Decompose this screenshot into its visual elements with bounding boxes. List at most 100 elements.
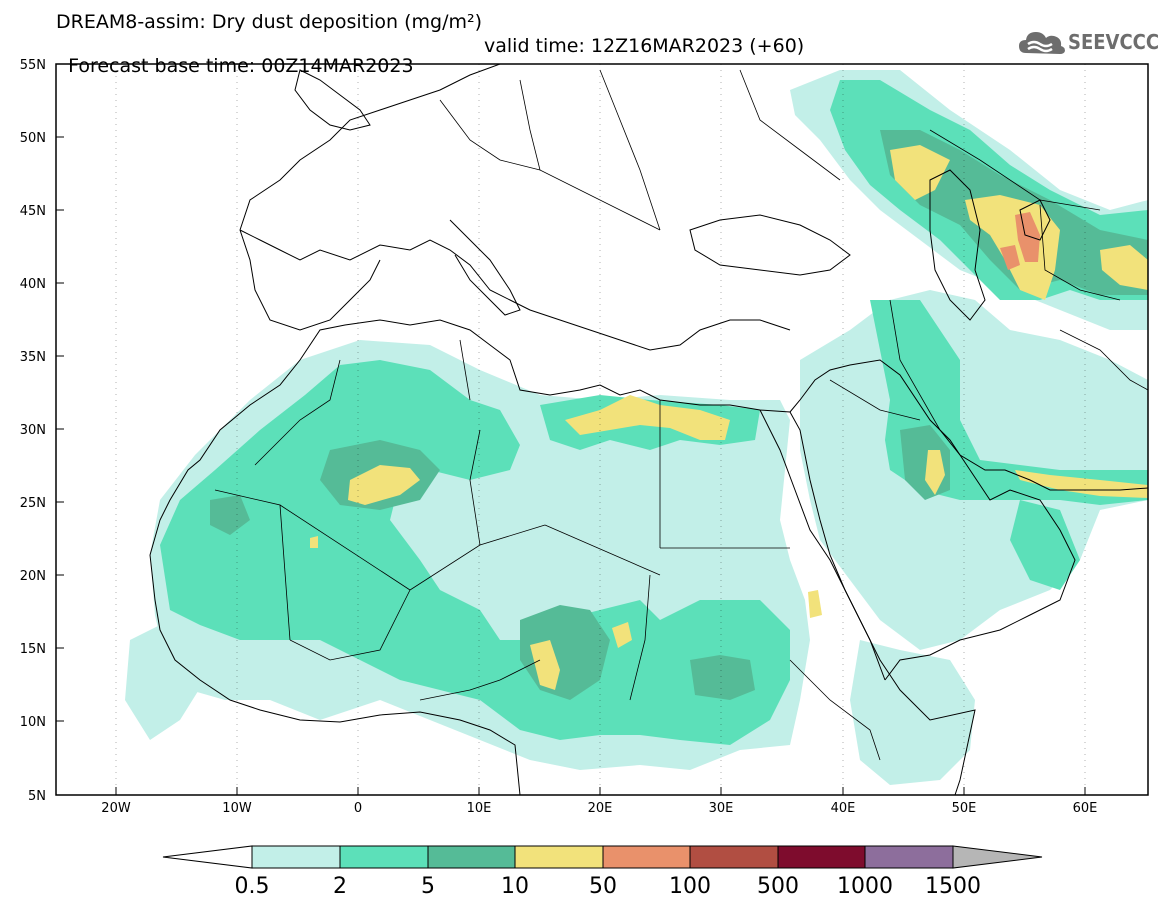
valid-time: valid time: 12Z16MAR2023 (+60) [484, 35, 805, 57]
colorbar-min-arrow [162, 845, 253, 869]
uk-coast [294, 69, 371, 131]
country-borders [214, 69, 1148, 761]
border-europe-4 [739, 69, 841, 181]
y-tick-label: 55N [20, 58, 46, 73]
y-tick-label: 5N [28, 789, 46, 804]
colorbar-bin-2 [339, 845, 429, 869]
europe-coast-1 [239, 229, 791, 351]
border-sahel [289, 589, 411, 661]
west-africa-coast [149, 554, 521, 795]
colorbar-bin-8 [864, 845, 954, 869]
y-tick-label: 45N [20, 204, 46, 219]
colorbar-label: 5 [421, 874, 435, 899]
y-tick-label: 35N [20, 350, 46, 365]
y-tick-label: 15N [20, 642, 46, 657]
chad-east-hotspot [612, 622, 632, 648]
algeria-hotspot [348, 465, 420, 505]
x-axis-labels: 20W 10W 0 10E 20E 30E 40E 50E 60E [101, 801, 1097, 816]
border-kazakh [929, 129, 1101, 211]
y-tick-label: 20N [20, 569, 46, 584]
logo-text: SEEVCCC [1068, 30, 1160, 54]
x-tick-label: 10W [222, 801, 252, 816]
border-morocco-algeria [254, 359, 341, 466]
x-tick-label: 30E [709, 801, 734, 816]
libya-coast-hotspot [565, 395, 730, 440]
y-tick-label: 30N [20, 423, 46, 438]
kazakh-hotspot-3 [1100, 245, 1148, 290]
colorbar-label: 0.5 [235, 874, 270, 899]
mauritania-l3 [210, 495, 250, 535]
aral-hotspot-2 [1000, 245, 1020, 270]
deposition-level-50 [1000, 212, 1040, 270]
iberia-coast [239, 229, 381, 331]
persian-gulf-coast [939, 429, 1148, 491]
y-tick-label: 50N [20, 131, 46, 146]
border-afghan [1059, 329, 1148, 391]
border-europe-3 [599, 69, 661, 231]
redsea-hotspot [808, 590, 822, 618]
y-axis-labels: 55N 50N 45N 40N 35N 30N 25N 20N 15N 10N … [20, 58, 46, 804]
border-uzbek [1039, 204, 1121, 301]
colorbar: 0.5 2 5 10 50 100 500 1000 1500 [162, 845, 1043, 899]
colorbar-label: 1000 [837, 874, 893, 899]
colorbar-label: 500 [757, 874, 799, 899]
border-nigeria [419, 659, 541, 701]
border-europe-1 [439, 99, 661, 231]
colorbar-bin-1 [251, 845, 341, 869]
sahara-west-l2 [160, 360, 790, 745]
colorbar-label: 100 [669, 874, 711, 899]
colorbar-bin-5 [602, 845, 691, 869]
border-europe-2 [519, 79, 541, 171]
atlantic-plume-l1 [125, 620, 205, 740]
colorbar-bin-4 [514, 845, 604, 869]
border-mali-mauritania [214, 489, 291, 641]
y-tick-label: 40N [20, 277, 46, 292]
aral-coast [1019, 199, 1051, 241]
x-tick-label: 10E [467, 801, 492, 816]
colorbar-bin-7 [777, 845, 866, 869]
x-tick-label: 60E [1073, 801, 1098, 816]
seevccc-logo: SEEVCCC [1018, 27, 1160, 57]
forecast-times: Forecast base time: 00Z14MAR2023 valid t… [56, 36, 804, 96]
iraq-hotspot [925, 450, 945, 495]
border-libya-chad [544, 524, 661, 576]
x-tick-label: 40E [831, 801, 856, 816]
gulf-hotspot [1015, 470, 1148, 498]
arabia-south-l2 [1010, 500, 1080, 590]
map-title: DREAM8-assim: Dry dust deposition (mg/m²… [56, 11, 483, 33]
kazakh-hotspot-1 [890, 145, 950, 200]
mali-spot [310, 536, 318, 548]
border-algeria-libya [469, 429, 481, 546]
forecast-base-time: Forecast base time: 00Z14MAR2023 [68, 55, 414, 77]
europe-coast-2 [239, 64, 501, 231]
colorbar-label: 50 [589, 874, 617, 899]
border-ethiopia [789, 659, 881, 761]
colorbar-label: 2 [333, 874, 347, 899]
arabia-coastline [789, 359, 1076, 681]
x-tick-label: 20W [101, 801, 131, 816]
border-saudi-iraq [829, 379, 921, 421]
x-tick-label: 20E [588, 801, 613, 816]
colorbar-label: 10 [501, 874, 529, 899]
red-sea-coast [759, 409, 886, 681]
caspian-coast [929, 169, 986, 321]
colorbar-bin-3 [427, 845, 516, 869]
border-iran-iraq [889, 299, 941, 431]
border-chad-sudan [629, 574, 651, 701]
chad-hotspot [530, 640, 560, 690]
y-tick-label: 10N [20, 715, 46, 730]
coastlines [149, 64, 1148, 795]
horn-l1 [850, 640, 975, 785]
cloud-icon [1019, 32, 1065, 54]
italy-coast [449, 219, 521, 316]
dust-deposition-field [125, 70, 1148, 785]
black-sea-coast [689, 214, 851, 276]
colorbar-label: 1500 [925, 874, 981, 899]
colorbar-bin-6 [689, 845, 779, 869]
y-tick-label: 25N [20, 496, 46, 511]
x-tick-label: 50E [952, 801, 977, 816]
aral-hotspot [1015, 212, 1040, 262]
x-tick-label: 0 [354, 801, 362, 816]
tick-marks [56, 136, 1086, 795]
